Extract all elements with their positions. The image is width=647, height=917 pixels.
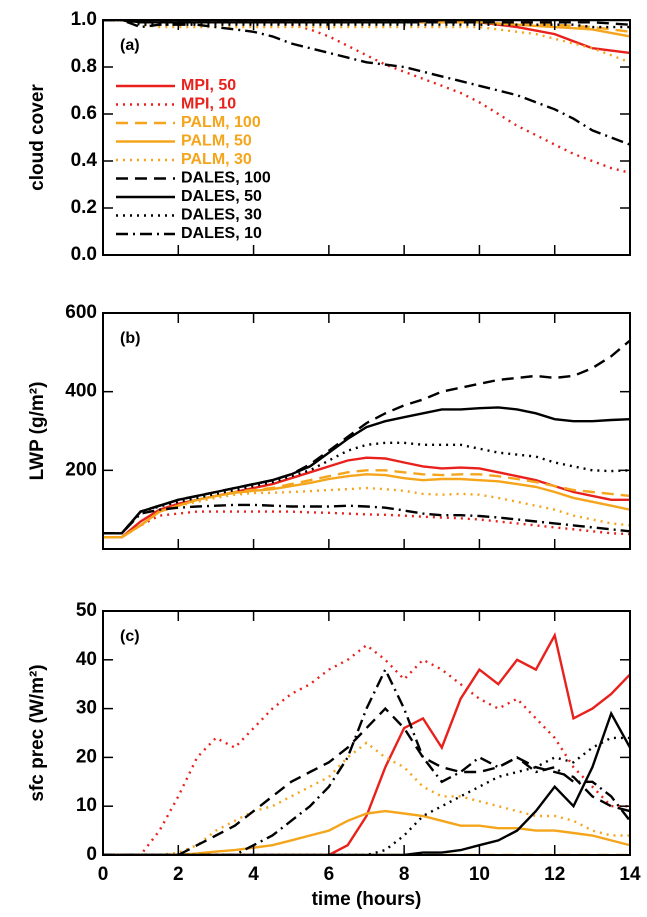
y-tick-label: 600 xyxy=(65,302,97,323)
panel: 200 400 600 (b) LWP (g/m²) xyxy=(27,302,631,550)
x-tick-label: 4 xyxy=(248,864,259,885)
y-tick-label: 40 xyxy=(76,649,97,670)
series-line xyxy=(103,486,630,539)
y-tick-label: 0.0 xyxy=(71,244,97,265)
x-tick-label: 10 xyxy=(469,864,490,885)
y-tick-label: 0.2 xyxy=(71,197,97,218)
x-tick-label: 12 xyxy=(544,864,565,885)
x-tick-label: 6 xyxy=(324,864,335,885)
y-tick-label: 10 xyxy=(76,795,97,816)
series-line xyxy=(103,441,630,535)
series-line xyxy=(103,666,630,855)
legend-label: PALM, 100 xyxy=(181,114,261,131)
series-line xyxy=(103,510,630,539)
x-tick-label: 14 xyxy=(619,864,641,885)
legend-label: PALM, 50 xyxy=(181,133,252,150)
y-tick-label: 0.8 xyxy=(71,56,97,77)
y-axis-label: sfc prec (W/m²) xyxy=(27,664,48,801)
series-line xyxy=(103,736,630,855)
series-line xyxy=(103,20,630,24)
y-tick-label: 0.4 xyxy=(71,150,98,171)
plot-frame xyxy=(102,610,631,856)
x-tick-label: 2 xyxy=(173,864,184,885)
panel-label: (a) xyxy=(120,37,140,54)
legend-label: MPI, 10 xyxy=(181,96,236,113)
y-tick-label: 0 xyxy=(86,844,97,865)
series-line xyxy=(103,643,630,855)
legend-label: DALES, 100 xyxy=(181,170,271,187)
y-tick-label: 30 xyxy=(76,698,97,719)
y-tick-label: 20 xyxy=(76,746,97,767)
legend-label: DALES, 10 xyxy=(181,225,262,242)
series-line xyxy=(103,20,630,146)
series-line xyxy=(103,741,630,855)
y-axis-label: LWP (g/m²) xyxy=(27,382,48,481)
y-tick-label: 0.6 xyxy=(71,103,97,124)
x-tick-label: 0 xyxy=(98,864,109,885)
y-axis-label: cloud cover xyxy=(27,84,48,191)
panel-label: (b) xyxy=(120,330,140,347)
series-line xyxy=(103,406,630,535)
panel-label: (c) xyxy=(120,628,140,645)
series-line xyxy=(103,706,630,855)
series-line xyxy=(103,20,630,55)
series-line xyxy=(103,632,630,855)
legend-label: DALES, 50 xyxy=(181,188,262,205)
plot-frame xyxy=(102,19,631,256)
series-line xyxy=(103,503,630,535)
y-tick-label: 200 xyxy=(65,459,97,480)
x-tick-label: 8 xyxy=(399,864,410,885)
series-line xyxy=(103,473,630,539)
panel: 0.0 0.2 0.4 0.6 0.8 1.0 (a) cloud cover MPI, 50 M… xyxy=(27,9,631,265)
plot-frame xyxy=(102,312,631,550)
series-line xyxy=(103,710,630,855)
y-tick-label: 50 xyxy=(76,600,97,621)
x-axis-label: time (hours) xyxy=(312,889,422,910)
y-tick-label: 1.0 xyxy=(71,9,97,30)
panel: 0 2 4 6 8 10 12 14 0 10 20 30 40 50 (c) sfc prec (W/m²)… xyxy=(27,600,641,910)
y-tick-label: 400 xyxy=(65,381,97,402)
legend-label: MPI, 50 xyxy=(181,77,236,94)
legend-label: DALES, 30 xyxy=(181,207,262,224)
legend-label: PALM, 30 xyxy=(181,151,252,168)
